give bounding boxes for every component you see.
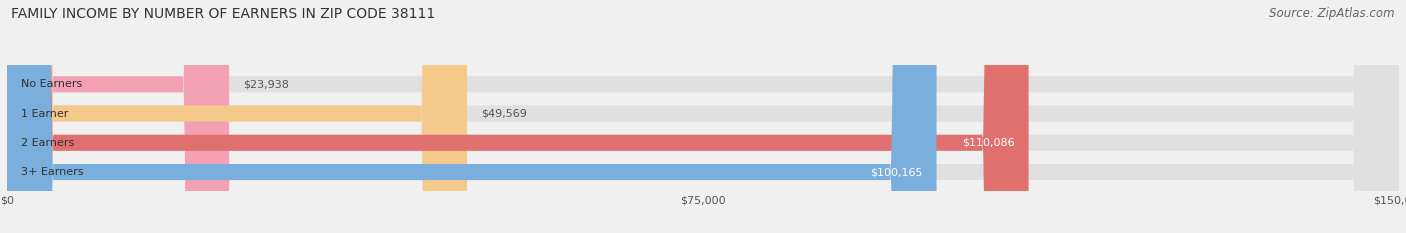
Text: No Earners: No Earners — [21, 79, 82, 89]
Text: 3+ Earners: 3+ Earners — [21, 167, 83, 177]
Text: $49,569: $49,569 — [481, 109, 527, 119]
Text: $100,165: $100,165 — [870, 167, 922, 177]
Text: 2 Earners: 2 Earners — [21, 138, 75, 148]
Text: 1 Earner: 1 Earner — [21, 109, 69, 119]
FancyBboxPatch shape — [7, 0, 936, 233]
Text: FAMILY INCOME BY NUMBER OF EARNERS IN ZIP CODE 38111: FAMILY INCOME BY NUMBER OF EARNERS IN ZI… — [11, 7, 436, 21]
FancyBboxPatch shape — [7, 0, 1029, 233]
FancyBboxPatch shape — [7, 0, 229, 233]
Text: $110,086: $110,086 — [962, 138, 1015, 148]
FancyBboxPatch shape — [7, 0, 467, 233]
Text: $23,938: $23,938 — [243, 79, 290, 89]
FancyBboxPatch shape — [7, 0, 1399, 233]
FancyBboxPatch shape — [7, 0, 1399, 233]
Text: Source: ZipAtlas.com: Source: ZipAtlas.com — [1270, 7, 1395, 20]
FancyBboxPatch shape — [7, 0, 1399, 233]
FancyBboxPatch shape — [7, 0, 1399, 233]
